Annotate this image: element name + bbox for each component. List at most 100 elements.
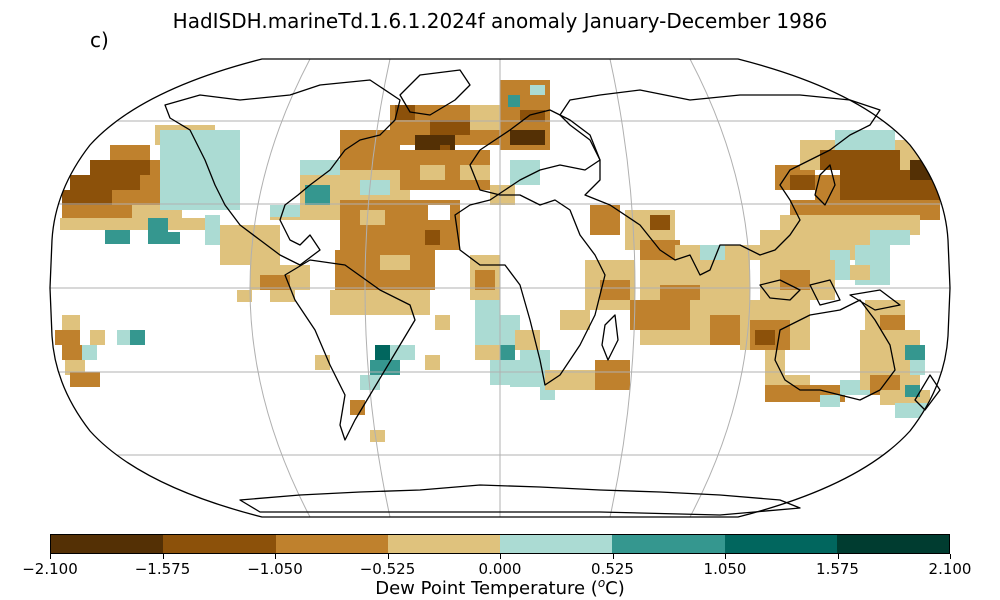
grid-cell [375, 345, 390, 360]
grid-cell [475, 315, 520, 345]
grid-cell [90, 160, 150, 175]
colorbar-tick-labels: −2.100 −1.575 −1.050 −0.525 0.000 0.525 1.050 1… [0, 560, 1000, 580]
grid-cell [660, 285, 700, 300]
grid-cell [82, 345, 97, 360]
grid-cell [475, 345, 500, 360]
grid-cell [305, 185, 330, 205]
grid-cell [508, 95, 520, 107]
colorbar-tick [500, 554, 501, 559]
grid-cell [760, 230, 870, 260]
grid-cell [905, 345, 925, 360]
anomaly-grid-cells [55, 80, 940, 442]
grid-cell [60, 218, 120, 230]
grid-cell [360, 210, 385, 225]
colorbar-tick-label: −1.575 [134, 560, 191, 578]
colorbar-tick-label: −1.050 [247, 560, 303, 578]
grid-cell [117, 330, 132, 345]
grid-cell [650, 215, 670, 230]
colorbar-segment [387, 535, 500, 553]
colorbar-label: Dew Point Temperature (oC) [0, 576, 1000, 599]
colorbar-segment [836, 535, 949, 553]
grid-cell [390, 345, 415, 360]
grid-cell [790, 175, 815, 190]
grid-cell [600, 280, 630, 300]
grid-cell [870, 230, 910, 245]
colorbar-tick [275, 554, 276, 559]
grid-cell [910, 360, 925, 375]
grid-cell [425, 355, 440, 370]
colorbar-tick-label: −2.100 [22, 560, 78, 578]
grid-cell [155, 232, 180, 244]
grid-cell [700, 245, 725, 260]
grid-cell [360, 180, 390, 195]
colorbar-tick-label: 0.000 [478, 560, 522, 578]
world-map [49, 58, 951, 518]
grid-cell [905, 385, 920, 397]
colorbar-segment [275, 535, 388, 553]
grid-cell [62, 315, 80, 330]
grid-cell [120, 218, 220, 230]
colorbar-tick [950, 554, 951, 559]
grid-cell [380, 255, 410, 270]
grid-cell [435, 315, 450, 330]
panel-label: c) [90, 28, 109, 52]
grid-cell [470, 105, 500, 130]
colorbar-tick-label: 0.525 [591, 560, 634, 578]
grid-cell [640, 330, 710, 345]
grid-cell [70, 372, 100, 387]
colorbar-label-suffix: C) [605, 578, 625, 599]
grid-cell [425, 230, 440, 245]
grid-cell [70, 175, 140, 190]
grid-cell [315, 355, 330, 370]
grid-cell [400, 300, 420, 315]
grid-cell [65, 360, 85, 375]
grid-cell [510, 375, 550, 387]
colorbar-segment [500, 535, 613, 553]
grid-cell [820, 150, 900, 170]
grid-cell [112, 190, 172, 205]
grid-cell [270, 290, 295, 302]
grid-cell [370, 360, 400, 375]
grid-cell [395, 105, 415, 120]
grid-cell [710, 315, 740, 345]
grid-cell [130, 330, 145, 345]
grid-cell [110, 145, 150, 160]
colorbar-tick-label: 1.575 [816, 560, 859, 578]
grid-cell [530, 85, 545, 95]
colorbar-label-prefix: Dew Point Temperature ( [375, 578, 598, 599]
grid-cell [475, 270, 495, 290]
map-title: HadISDH.marineTd.1.6.1.2024f anomaly Jan… [172, 9, 828, 33]
grid-cell [880, 315, 905, 330]
map-frame [49, 58, 951, 518]
grid-cell [850, 265, 870, 280]
colorbar-label-unit-super: o [597, 576, 606, 590]
grid-cell [220, 225, 280, 265]
grid-cell [500, 345, 515, 360]
grid-cell [560, 310, 590, 330]
grid-cell [460, 165, 490, 180]
grid-cell [595, 360, 630, 390]
grid-cell [62, 190, 112, 205]
grid-cell [755, 330, 775, 345]
grid-cell [820, 395, 840, 407]
grid-cell [420, 165, 445, 180]
colorbar-tick [50, 554, 51, 559]
colorbar-segment [724, 535, 837, 553]
colorbar-tick [162, 554, 164, 559]
graticule-lines [50, 59, 950, 517]
grid-cell [430, 120, 470, 135]
grid-cell [428, 205, 450, 220]
grid-cell [105, 230, 130, 244]
grid-cell [590, 205, 620, 235]
grid-cell [160, 130, 240, 210]
grid-cell [62, 345, 82, 360]
colorbar-ticks [50, 554, 951, 562]
coastlines [164, 69, 941, 516]
colorbar-tick [387, 554, 389, 559]
colorbar-segment [612, 535, 725, 553]
grid-cell [270, 205, 300, 217]
grid-cell [475, 300, 500, 315]
grid-cell [55, 330, 80, 345]
grid-cell [300, 160, 340, 175]
grid-cell [62, 205, 132, 218]
